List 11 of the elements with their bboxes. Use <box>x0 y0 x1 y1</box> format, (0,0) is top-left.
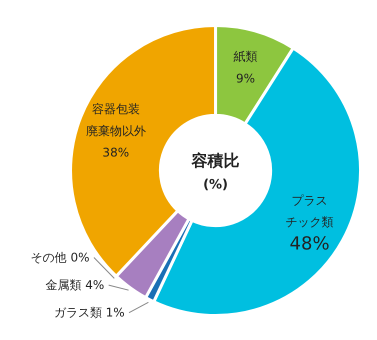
slice-label: 紙類 <box>233 50 258 64</box>
slice-label: ガラス類 1% <box>54 306 125 320</box>
data-label: 9% <box>236 71 255 86</box>
text: (%) <box>203 178 228 193</box>
text: 容積比 <box>190 150 240 170</box>
slice-label: プラスチック類 <box>286 193 334 230</box>
slice-label: 容器包装廃棄物以外 <box>86 102 146 138</box>
category-label: その他 0% <box>30 250 90 265</box>
slice-label: 金属類 4% <box>45 278 104 292</box>
data-label: 38% <box>102 146 130 160</box>
data-label: 48% <box>290 233 330 254</box>
